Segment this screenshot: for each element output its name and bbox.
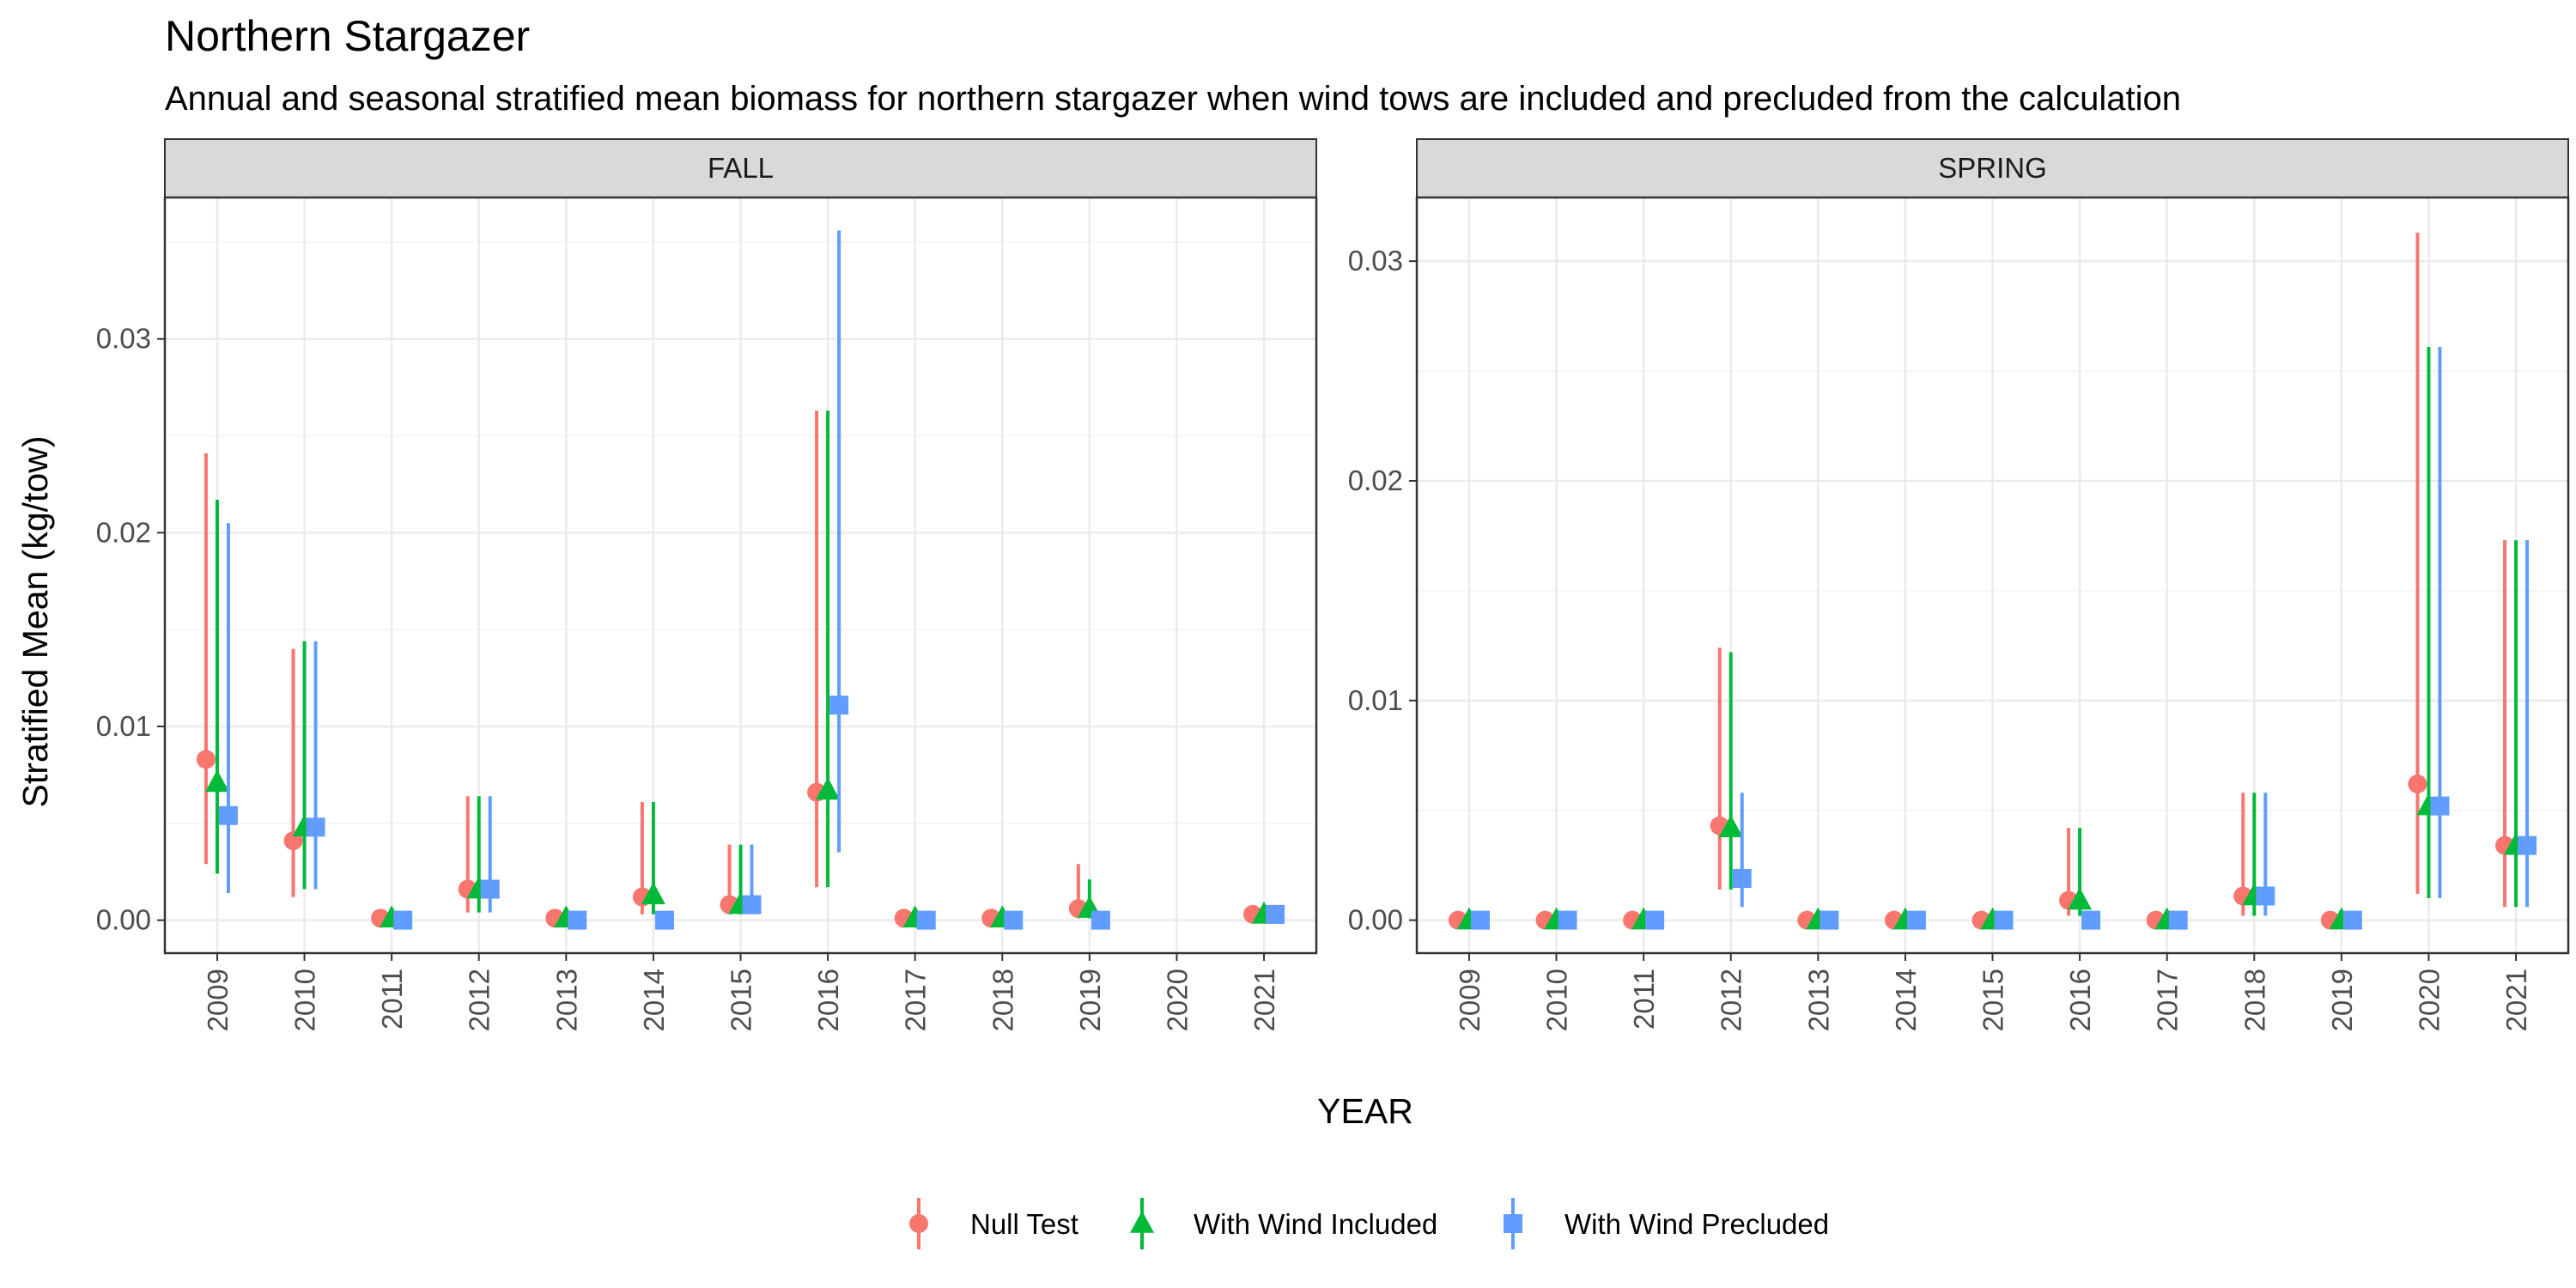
data-point <box>393 910 413 930</box>
panel-spring: SPRING 0.00 0.01 0.02 0.03 2009 2010 2011 2012 20… <box>1348 138 2570 1031</box>
y-tick-label: 0.01 <box>96 710 151 742</box>
x-tick-label: 2021 <box>1249 969 1280 1031</box>
x-tick-label: 2010 <box>1541 969 1573 1031</box>
panel-border <box>163 196 1318 955</box>
legend-key-marker <box>1504 1214 1522 1233</box>
y-tick-label: 0.00 <box>1348 904 1403 936</box>
data-point <box>218 805 238 825</box>
y-tick-label: 0.01 <box>1348 684 1403 716</box>
data-point <box>816 777 841 800</box>
facet-strip <box>1416 138 2569 198</box>
panel-border <box>1415 196 2570 955</box>
x-tick-label: 2010 <box>289 969 321 1031</box>
x-tick-label: 2011 <box>1628 969 1660 1030</box>
data-point <box>1645 910 1665 930</box>
facet-strip <box>164 138 1317 198</box>
x-tick-label: 2015 <box>1978 969 2009 1031</box>
data-point <box>829 696 849 715</box>
facet-panels: FALL 0.00 0.01 0.02 0.03 2009 2010 2011 2012 2013… <box>96 138 2570 1031</box>
x-tick-label: 2017 <box>900 969 932 1031</box>
data-point <box>2256 886 2275 906</box>
legend-label: Null Test <box>970 1208 1078 1240</box>
data-point <box>480 879 500 899</box>
facet-strip-label: FALL <box>708 152 774 184</box>
data-point <box>2068 887 2093 910</box>
data-point <box>568 910 587 930</box>
x-tick-label: 2017 <box>2152 969 2184 1031</box>
x-tick-label: 2009 <box>202 969 234 1031</box>
legend-item: Null Test <box>909 1198 1078 1249</box>
y-tick-label: 0.02 <box>1348 465 1403 496</box>
data-point <box>204 769 229 793</box>
chart-subtitle: Annual and seasonal stratified mean biom… <box>165 80 2181 118</box>
data-point <box>1558 910 1577 930</box>
data-point <box>306 817 325 837</box>
series-with-wind-precluded <box>1470 346 2537 930</box>
data-point <box>2430 796 2450 816</box>
legend-label: With Wind Included <box>1194 1208 1437 1240</box>
y-tick-label: 0.00 <box>96 904 151 936</box>
x-tick-label: 2013 <box>550 969 582 1031</box>
data-point <box>1718 815 1743 837</box>
x-tick-label: 2020 <box>1161 969 1193 1031</box>
data-point <box>1820 910 1839 930</box>
x-tick-label: 2012 <box>464 969 495 1031</box>
series-with-wind-included <box>204 410 1277 928</box>
series-with-wind-precluded <box>218 230 1285 930</box>
data-point <box>1004 910 1024 930</box>
x-tick-label: 2019 <box>2326 969 2358 1031</box>
data-point <box>1732 869 1752 889</box>
x-tick-label: 2019 <box>1074 969 1106 1031</box>
data-point <box>742 895 762 914</box>
data-point <box>2168 910 2188 930</box>
data-point <box>916 910 936 930</box>
data-point <box>1906 910 1926 930</box>
data-point <box>1994 910 2014 930</box>
data-point <box>1470 910 1490 930</box>
x-tick-label: 2018 <box>2239 969 2270 1031</box>
data-point <box>1091 910 1110 930</box>
data-point <box>2518 835 2537 855</box>
data-point <box>2408 775 2427 794</box>
x-tick-label: 2016 <box>812 969 844 1031</box>
x-tick-label: 2014 <box>1890 969 1922 1031</box>
legend-item: With Wind Included <box>1130 1198 1437 1249</box>
x-tick-label: 2011 <box>376 969 408 1030</box>
panel-fall: FALL 0.00 0.01 0.02 0.03 2009 2010 2011 2012 2013… <box>96 138 1318 1031</box>
y-tick-label: 0.03 <box>96 323 151 355</box>
x-tick-label: 2021 <box>2500 969 2532 1031</box>
y-tick-label: 0.02 <box>96 516 151 548</box>
legend-key-marker <box>909 1214 928 1233</box>
facet-strip-label: SPRING <box>1938 152 2047 184</box>
y-axis-title: Stratified Mean (kg/tow) <box>15 436 55 808</box>
x-tick-label: 2009 <box>1454 969 1485 1031</box>
x-tick-label: 2020 <box>2413 969 2445 1031</box>
data-point <box>641 882 665 905</box>
data-point <box>654 910 674 930</box>
x-tick-label: 2014 <box>638 969 670 1031</box>
data-point <box>2081 910 2101 930</box>
x-tick-label: 2012 <box>1716 969 1747 1031</box>
data-point <box>2342 910 2362 930</box>
data-point <box>196 750 216 769</box>
chart-title: Northern Stargazer <box>165 12 530 60</box>
x-tick-label: 2015 <box>726 969 757 1031</box>
legend-item: With Wind Precluded <box>1504 1198 1829 1249</box>
data-point <box>1266 904 1285 924</box>
x-tick-label: 2013 <box>1802 969 1834 1031</box>
legend-label: With Wind Precluded <box>1564 1208 1829 1240</box>
y-tick-label: 0.03 <box>1348 245 1403 276</box>
x-tick-label: 2018 <box>987 969 1018 1031</box>
x-axis-title: YEAR <box>1317 1091 1413 1131</box>
x-tick-label: 2016 <box>2064 969 2096 1031</box>
legend-key-marker <box>1130 1211 1154 1233</box>
legend: Null Test With Wind Included With Wind Pre… <box>909 1198 1829 1249</box>
